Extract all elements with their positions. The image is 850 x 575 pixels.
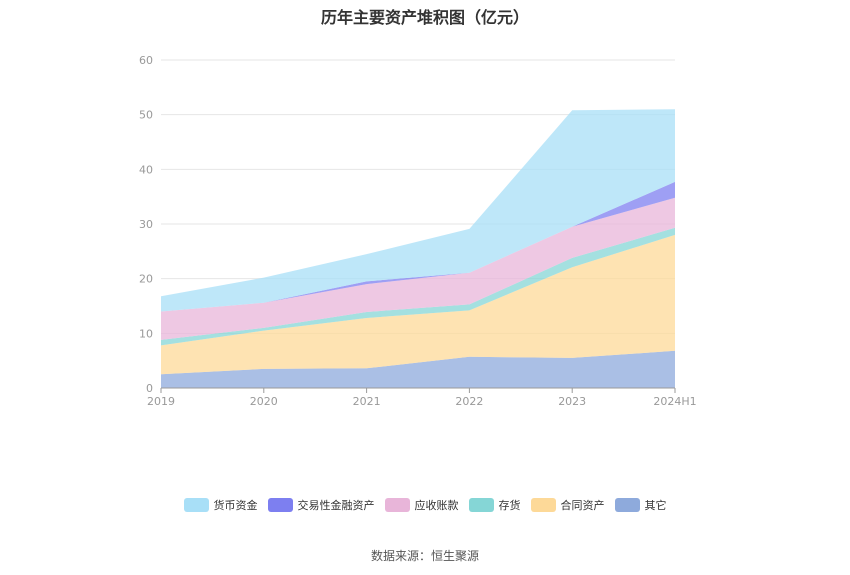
legend-swatch bbox=[384, 498, 410, 512]
y-tick-label: 50 bbox=[139, 109, 153, 122]
legend-swatch bbox=[183, 498, 209, 512]
x-tick-label: 2023 bbox=[558, 395, 586, 408]
legend-swatch bbox=[530, 498, 556, 512]
y-tick-label: 0 bbox=[146, 382, 153, 395]
legend-label: 应收账款 bbox=[414, 499, 459, 512]
legend-swatch bbox=[468, 498, 494, 512]
legend-label: 存货 bbox=[498, 499, 521, 512]
legend-item[interactable]: 合同资产 bbox=[530, 497, 605, 513]
y-tick-label: 60 bbox=[139, 54, 153, 67]
source-note: 数据来源：恒生聚源 bbox=[370, 549, 479, 563]
legend-item[interactable]: 交易性金融资产 bbox=[267, 497, 375, 513]
area-series-1[interactable] bbox=[161, 234, 675, 375]
y-tick-label: 40 bbox=[139, 163, 153, 176]
legend-swatch bbox=[267, 498, 293, 512]
legend-label: 其它 bbox=[644, 499, 667, 512]
area-series-3[interactable] bbox=[161, 197, 675, 340]
area-series bbox=[161, 109, 675, 388]
legend-item[interactable]: 应收账款 bbox=[384, 497, 459, 513]
legend-label: 货币资金 bbox=[213, 499, 258, 512]
legend-swatch bbox=[614, 498, 640, 512]
legend: 货币资金 交易性金融资产 应收账款 存货 合同资产 其它 bbox=[0, 497, 850, 513]
y-tick-label: 30 bbox=[139, 218, 153, 231]
legend-label: 交易性金融资产 bbox=[297, 499, 375, 512]
x-tick-label: 2024H1 bbox=[653, 395, 696, 408]
chart-title: 历年主要资产堆积图（亿元） bbox=[320, 8, 529, 27]
y-tick-label: 10 bbox=[139, 327, 153, 340]
y-tick-label: 20 bbox=[139, 273, 153, 286]
axes: 0 10 20 30 40 50 60 2019 2020 2021 2022 2023 2024H1 bbox=[139, 54, 697, 408]
x-tick-label: 2021 bbox=[353, 395, 381, 408]
x-tick-label: 2022 bbox=[455, 395, 483, 408]
legend-item[interactable]: 货币资金 bbox=[183, 497, 258, 513]
area-series-5[interactable] bbox=[161, 109, 675, 312]
x-tick-label: 2020 bbox=[250, 395, 278, 408]
x-tick-label: 2019 bbox=[147, 395, 175, 408]
legend-item[interactable]: 存货 bbox=[468, 497, 521, 513]
legend-item[interactable]: 其它 bbox=[614, 497, 667, 513]
area-series-0[interactable] bbox=[161, 350, 675, 388]
legend-label: 合同资产 bbox=[560, 499, 605, 512]
